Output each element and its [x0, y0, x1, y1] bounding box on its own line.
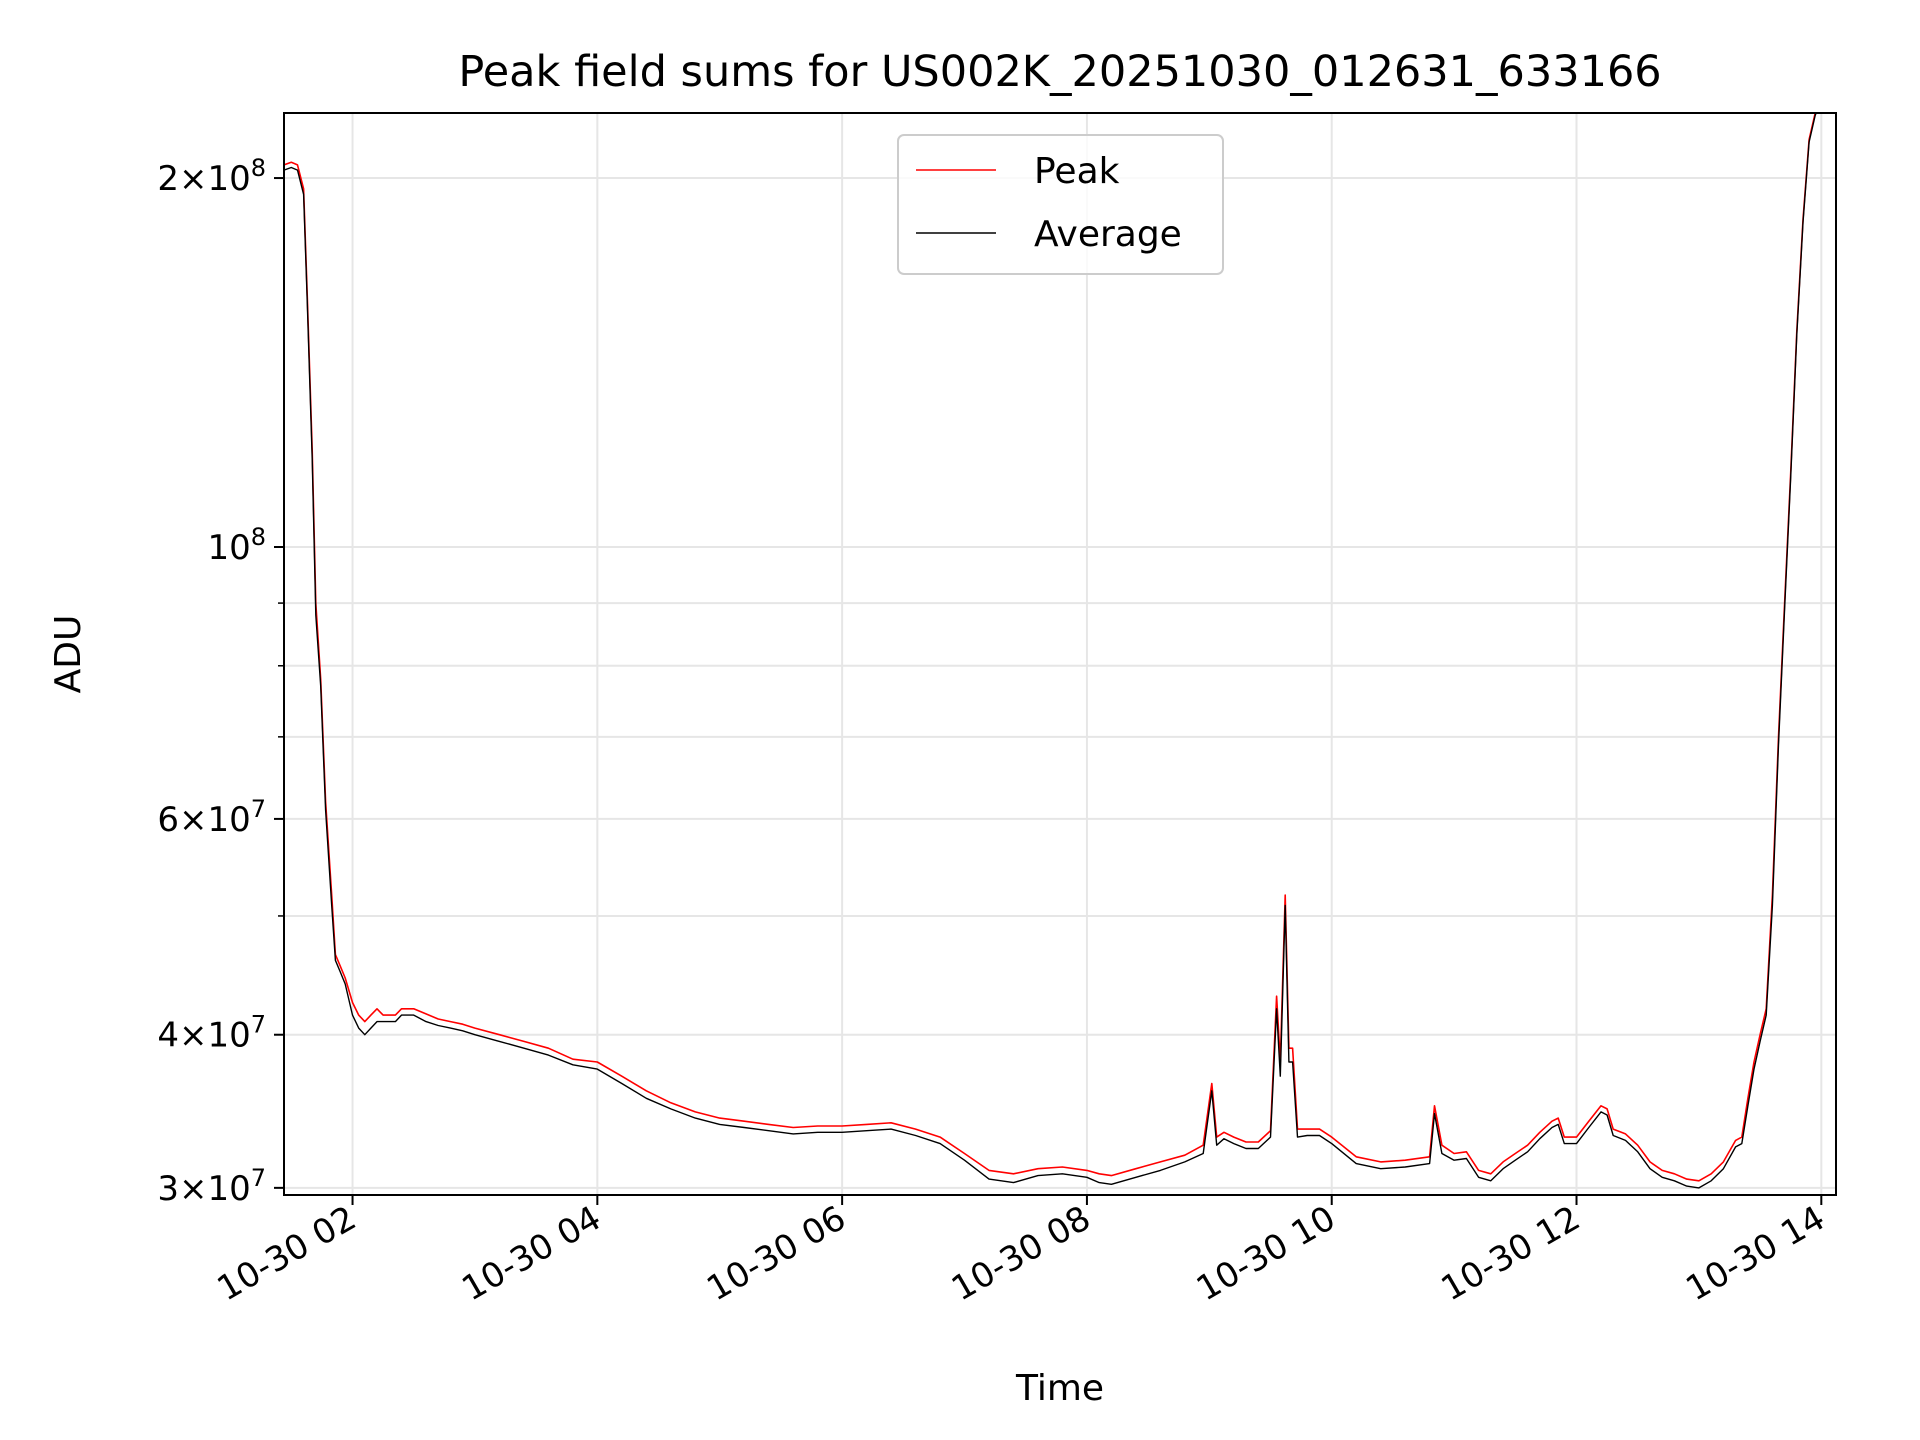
grid	[284, 113, 1836, 1195]
y-tick-label: 2×108	[157, 154, 266, 199]
y-tick-label: 6×107	[157, 795, 266, 840]
y-axis-ticks: 3×107 4×107 6×107 108 2×108	[157, 154, 284, 1209]
peak-series-line	[284, 113, 1817, 1182]
legend-peak-label: Peak	[1034, 151, 1120, 192]
average-series-line	[284, 113, 1817, 1189]
axes-frame	[283, 112, 1837, 1196]
y-tick-label: 3×107	[157, 1164, 266, 1209]
legend: Peak Average	[897, 134, 1224, 275]
plot-area	[284, 113, 1836, 1195]
chart-title: Peak field sums for US002K_20251030_0126…	[458, 47, 1661, 97]
y-axis-label: ADU	[48, 615, 89, 694]
x-axis-label: Time	[1015, 1368, 1104, 1409]
y-tick-label: 108	[207, 523, 266, 568]
legend-average-label: Average	[1034, 214, 1182, 255]
y-tick-label: 4×107	[157, 1011, 266, 1056]
series-layer	[284, 113, 1817, 1189]
